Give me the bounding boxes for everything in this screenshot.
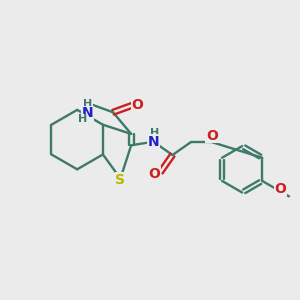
Text: O: O (149, 167, 161, 181)
Text: N: N (148, 135, 160, 149)
Text: S: S (116, 173, 125, 187)
Text: O: O (206, 129, 218, 143)
Text: O: O (275, 182, 286, 196)
Text: H: H (78, 114, 87, 124)
Text: N: N (82, 106, 93, 120)
Text: H: H (83, 99, 92, 110)
Text: O: O (132, 98, 143, 112)
Text: H: H (150, 128, 159, 138)
